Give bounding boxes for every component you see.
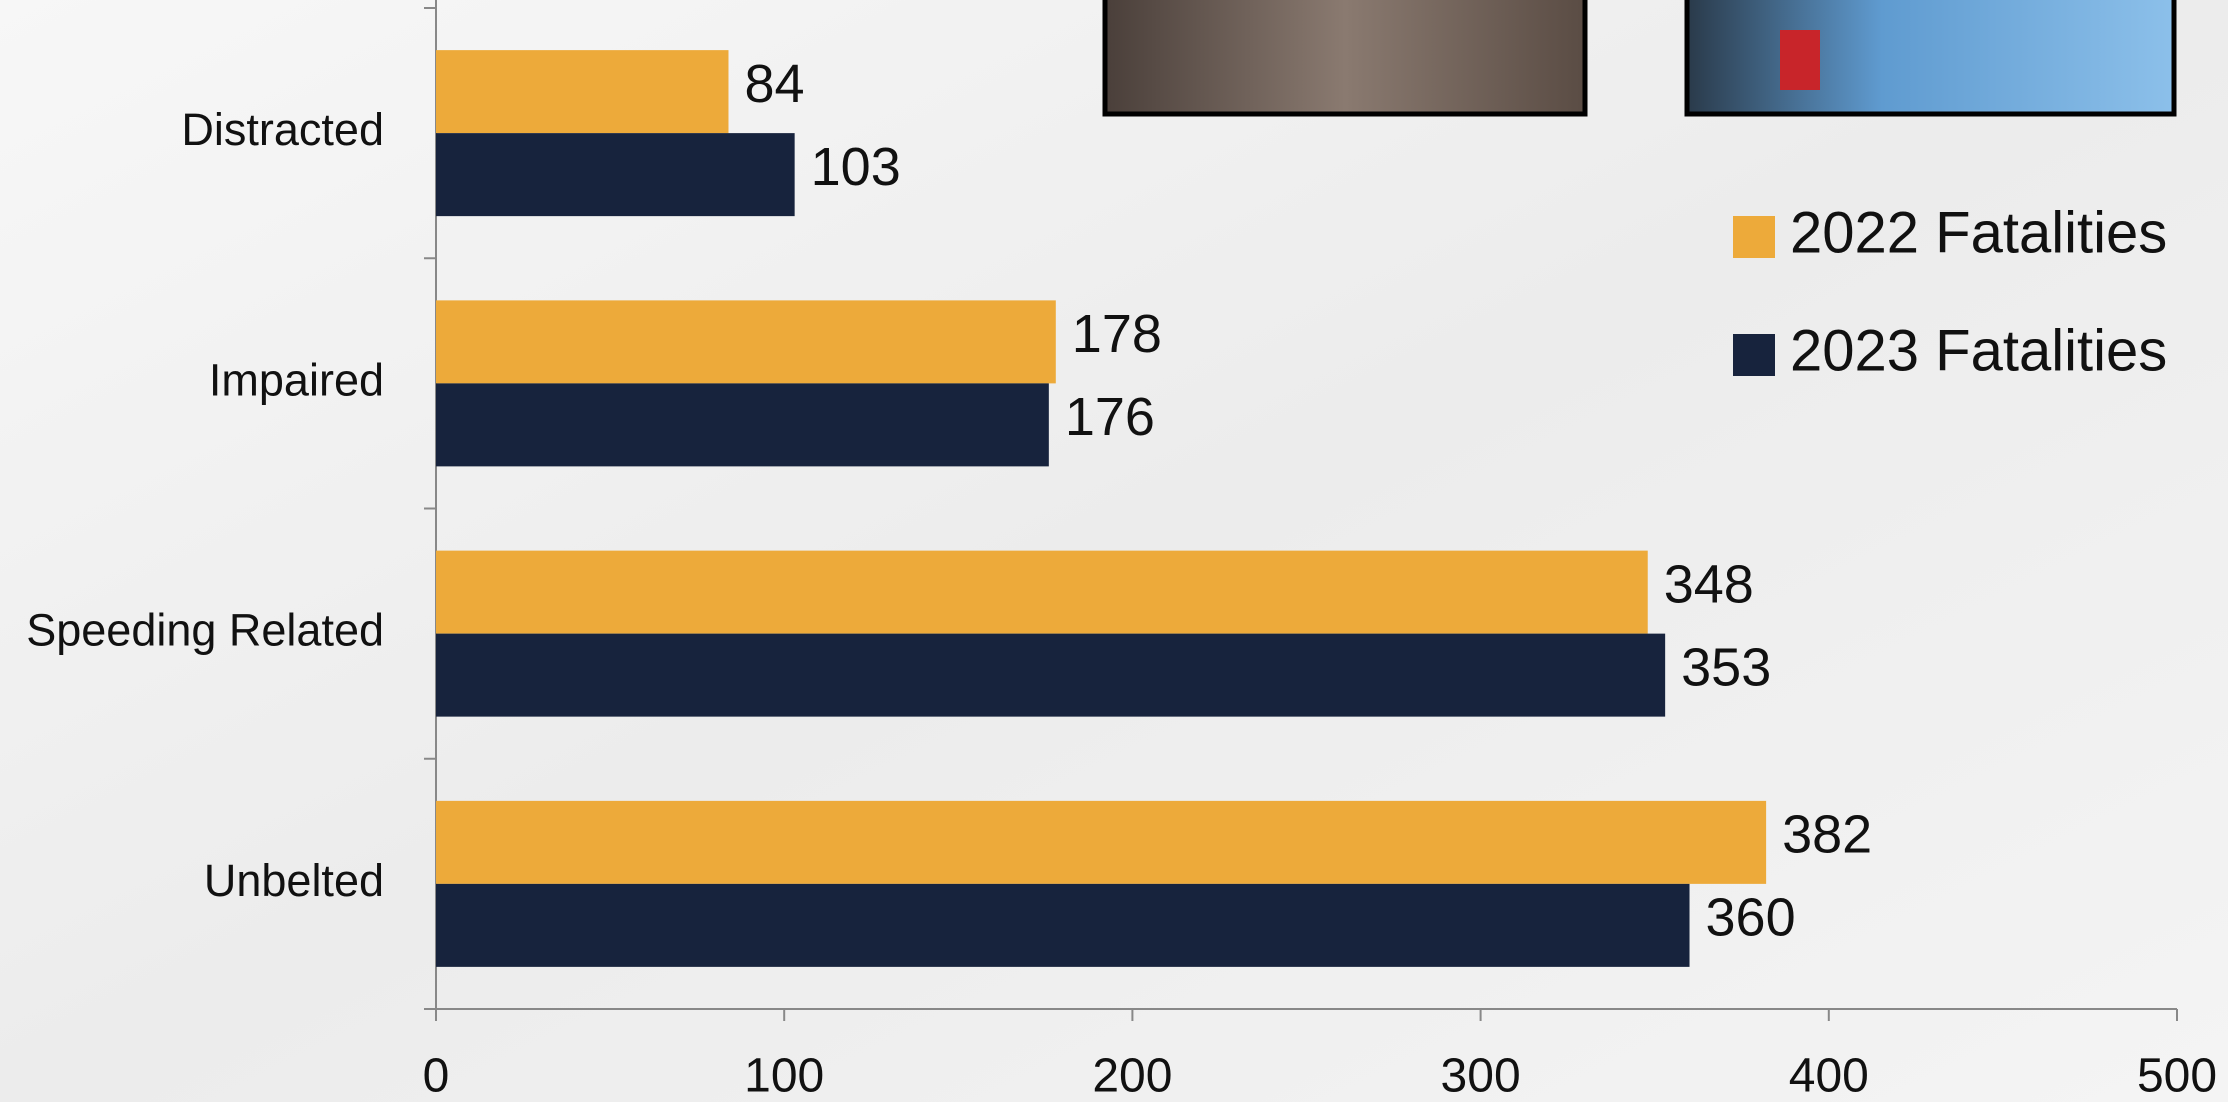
y-tick-label: Impaired <box>209 354 384 405</box>
legend-swatch <box>1733 334 1775 376</box>
photo-buckle <box>1780 30 1820 90</box>
value-label: 382 <box>1782 805 1872 865</box>
photo-impaired <box>1102 0 1588 117</box>
legend-swatch <box>1733 216 1775 258</box>
legend-label: 2023 Fatalities <box>1790 318 2167 383</box>
bar <box>436 50 729 134</box>
bar <box>436 383 1049 467</box>
value-label: 360 <box>1706 888 1796 948</box>
x-tick-label: 300 <box>1441 1050 1521 1102</box>
bar <box>436 633 1666 717</box>
legend-label: 2022 Fatalities <box>1790 200 2167 265</box>
bar <box>436 300 1056 384</box>
bar <box>436 550 1648 634</box>
y-tick-label: Unbelted <box>204 855 384 906</box>
bar <box>436 133 795 217</box>
bar <box>436 883 1690 967</box>
x-tick-label: 500 <box>2137 1050 2217 1102</box>
value-label: 84 <box>744 54 804 114</box>
value-label: 103 <box>811 137 901 197</box>
x-tick-label: 400 <box>1789 1050 1869 1102</box>
x-tick-label: 0 <box>423 1050 450 1102</box>
x-tick-label: 100 <box>744 1050 824 1102</box>
bar <box>436 800 1767 884</box>
value-label: 348 <box>1664 554 1754 614</box>
x-tick-label: 200 <box>1092 1050 1172 1102</box>
photo-seatbelt <box>1684 0 2177 117</box>
y-tick-label: Speeding Related <box>26 605 384 656</box>
value-label: 176 <box>1065 387 1155 447</box>
y-tick-label: Distracted <box>181 104 384 155</box>
value-label: 178 <box>1072 304 1162 364</box>
value-label: 353 <box>1681 637 1771 697</box>
